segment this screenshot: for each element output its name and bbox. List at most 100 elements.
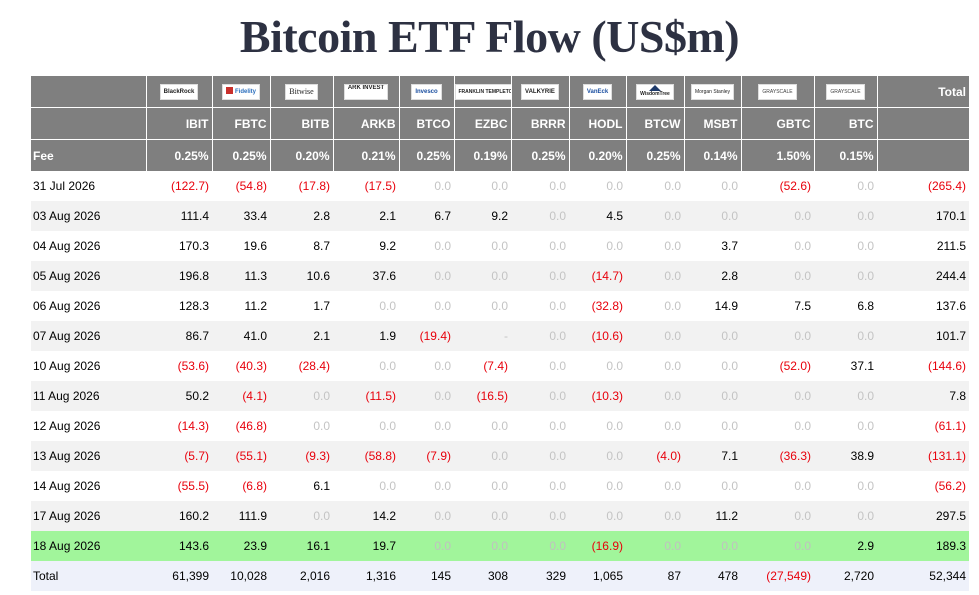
flow-cell-hodl: 4.5 [569, 201, 626, 231]
issuer-logo-morgan-stanley: Morgan Stanley [684, 76, 742, 108]
total-cell-brrr: 329 [511, 561, 569, 591]
flow-cell-ezbc: (16.5) [454, 381, 511, 411]
table-row: 18 Aug 2026 143.6 23.9 16.1 19.7 0.0 0.0 0.0 (16… [31, 531, 969, 561]
ticker-header-bitb: BITB [270, 107, 334, 140]
flow-cell-ezbc: 0.0 [454, 261, 511, 291]
issuer-logo-wisdomtree: WisdomTree [626, 76, 685, 108]
flow-cell-brrr: 0.0 [511, 321, 569, 351]
flow-cell-gbtc: 0.0 [741, 321, 814, 351]
total-cell-bitb: 2,016 [270, 561, 333, 591]
flow-cell-btcw: 0.0 [626, 291, 684, 321]
fidelity-logo-icon: Fidelity [221, 83, 260, 100]
flow-cell-ezbc: 0.0 [454, 501, 511, 531]
flow-cell-msbt: 0.0 [684, 531, 741, 561]
flow-cell-arkb: (11.5) [333, 381, 399, 411]
flow-cell-arkb: 0.0 [333, 351, 399, 381]
flow-cell-gbtc: 0.0 [741, 231, 814, 261]
total-cell-ezbc: 308 [454, 561, 511, 591]
flow-cell-msbt: 0.0 [684, 381, 741, 411]
flow-cell-ezbc: 0.0 [454, 411, 511, 441]
fee-hodl: 0.20% [569, 139, 627, 171]
flow-cell-btc: 6.8 [814, 291, 877, 321]
row-date: 17 Aug 2026 [31, 501, 146, 531]
flow-cell-hodl: 0.0 [569, 501, 626, 531]
fee-btc: 0.15% [814, 139, 878, 171]
table-row: 07 Aug 2026 86.7 41.0 2.1 1.9 (19.4) -0.0 (10.6… [31, 321, 969, 351]
table-row: 06 Aug 2026 128.3 11.2 1.7 0.0 0.0 0.0 0.0 (32.8… [31, 291, 969, 321]
flow-cell-btc: 38.9 [814, 441, 877, 471]
flow-cell-brrr: 0.0 [511, 471, 569, 501]
flow-cell-brrr: 0.0 [511, 501, 569, 531]
logo-header-row: BlackRock Fidelity Bitwise ARK INVEST In… [31, 76, 969, 108]
ticker-header-msbt: MSBT [684, 107, 742, 140]
row-date: 14 Aug 2026 [31, 471, 146, 501]
flow-cell-fbtc: 23.9 [212, 531, 270, 561]
flow-cell-btco: 0.0 [399, 471, 454, 501]
fee-ibit: 0.25% [146, 139, 213, 171]
flow-cell-arkb: 0.0 [333, 411, 399, 441]
table-row: 31 Jul 2026 (122.7) (54.8) (17.8) (17.5) 0.0 0… [31, 171, 969, 201]
flow-cell-gbtc: (52.0) [741, 351, 814, 381]
flow-cell-bitb: (9.3) [270, 441, 333, 471]
flow-cell-fbtc: (54.8) [212, 171, 270, 201]
flow-cell-brrr: 0.0 [511, 261, 569, 291]
table-row: 12 Aug 2026 (14.3) (46.8) 0.0 0.0 0.0 0.0 0.0 0.… [31, 411, 969, 441]
flow-cell-msbt: 0.0 [684, 411, 741, 441]
row-date: 31 Jul 2026 [31, 171, 146, 201]
flow-cell-btc: 0.0 [814, 381, 877, 411]
flow-cell-msbt: 0.0 [684, 351, 741, 381]
ticker-corner-cell [31, 107, 147, 140]
flow-cell-fbtc: (55.1) [212, 441, 270, 471]
row-date: 04 Aug 2026 [31, 231, 146, 261]
total-cell-btc: 2,720 [814, 561, 877, 591]
total-header: Total [877, 76, 969, 108]
flow-cell-ezbc: 0.0 [454, 171, 511, 201]
flow-cell-arkb: (17.5) [333, 171, 399, 201]
flow-cell-brrr: 0.0 [511, 171, 569, 201]
flow-cell-arkb: 1.9 [333, 321, 399, 351]
total-cell-fbtc: 10,028 [212, 561, 270, 591]
ticker-header-ezbc: EZBC [454, 107, 512, 140]
flow-cell-fbtc: (6.8) [212, 471, 270, 501]
flow-cell-bitb: (17.8) [270, 171, 333, 201]
fee-bitb: 0.20% [270, 139, 334, 171]
flow-cell-fbtc: 111.9 [212, 501, 270, 531]
flow-cell-ezbc: 0.0 [454, 471, 511, 501]
flow-cell-ibit: (122.7) [146, 171, 212, 201]
flow-cell-hodl: 0.0 [569, 471, 626, 501]
morgan-stanley-logo-icon: Morgan Stanley [690, 83, 735, 100]
flow-cell-ezbc: (7.4) [454, 351, 511, 381]
row-date: 07 Aug 2026 [31, 321, 146, 351]
ticker-header-btc: BTC [814, 107, 878, 140]
flow-cell-btco: 0.0 [399, 501, 454, 531]
fee-arkb: 0.21% [333, 139, 400, 171]
flow-cell-arkb: 9.2 [333, 231, 399, 261]
flow-cell-bitb: 10.6 [270, 261, 333, 291]
flow-cell-btco: 6.7 [399, 201, 454, 231]
flow-cell-ibit: 128.3 [146, 291, 212, 321]
ticker-header-btcw: BTCW [626, 107, 685, 140]
flow-cell-msbt: 0.0 [684, 171, 741, 201]
flow-cell-gbtc: 0.0 [741, 531, 814, 561]
issuer-logo-valkyrie: VALKYRIE [511, 76, 570, 108]
flow-cell-btcw: 0.0 [626, 231, 684, 261]
flow-cell-btco: 0.0 [399, 351, 454, 381]
flow-cell-btc: 0.0 [814, 471, 877, 501]
flow-cell-btco: 0.0 [399, 171, 454, 201]
blackrock-logo-icon: BlackRock [159, 83, 199, 100]
issuer-logo-grayscale-btc: GRAYSCALE [814, 76, 878, 108]
total-cell-btco: 145 [399, 561, 454, 591]
wisdomtree-logo-icon: WisdomTree [636, 83, 674, 100]
total-cell-msbt: 478 [684, 561, 741, 591]
flow-cell-msbt: 0.0 [684, 471, 741, 501]
invesco-logo-icon: Invesco [411, 83, 442, 100]
flow-cell-fbtc: 41.0 [212, 321, 270, 351]
ark-logo-icon: ARK INVEST [343, 83, 389, 100]
row-date: 18 Aug 2026 [31, 531, 146, 561]
flow-cell-btco: 0.0 [399, 261, 454, 291]
flow-cell-btco: 0.0 [399, 531, 454, 561]
flow-cell-fbtc: 11.2 [212, 291, 270, 321]
table-row: 03 Aug 2026 111.4 33.4 2.8 2.1 6.7 9.2 0.0 4.5 0.… [31, 201, 969, 231]
flow-cell-msbt: 2.8 [684, 261, 741, 291]
flow-cell-btco: 0.0 [399, 231, 454, 261]
